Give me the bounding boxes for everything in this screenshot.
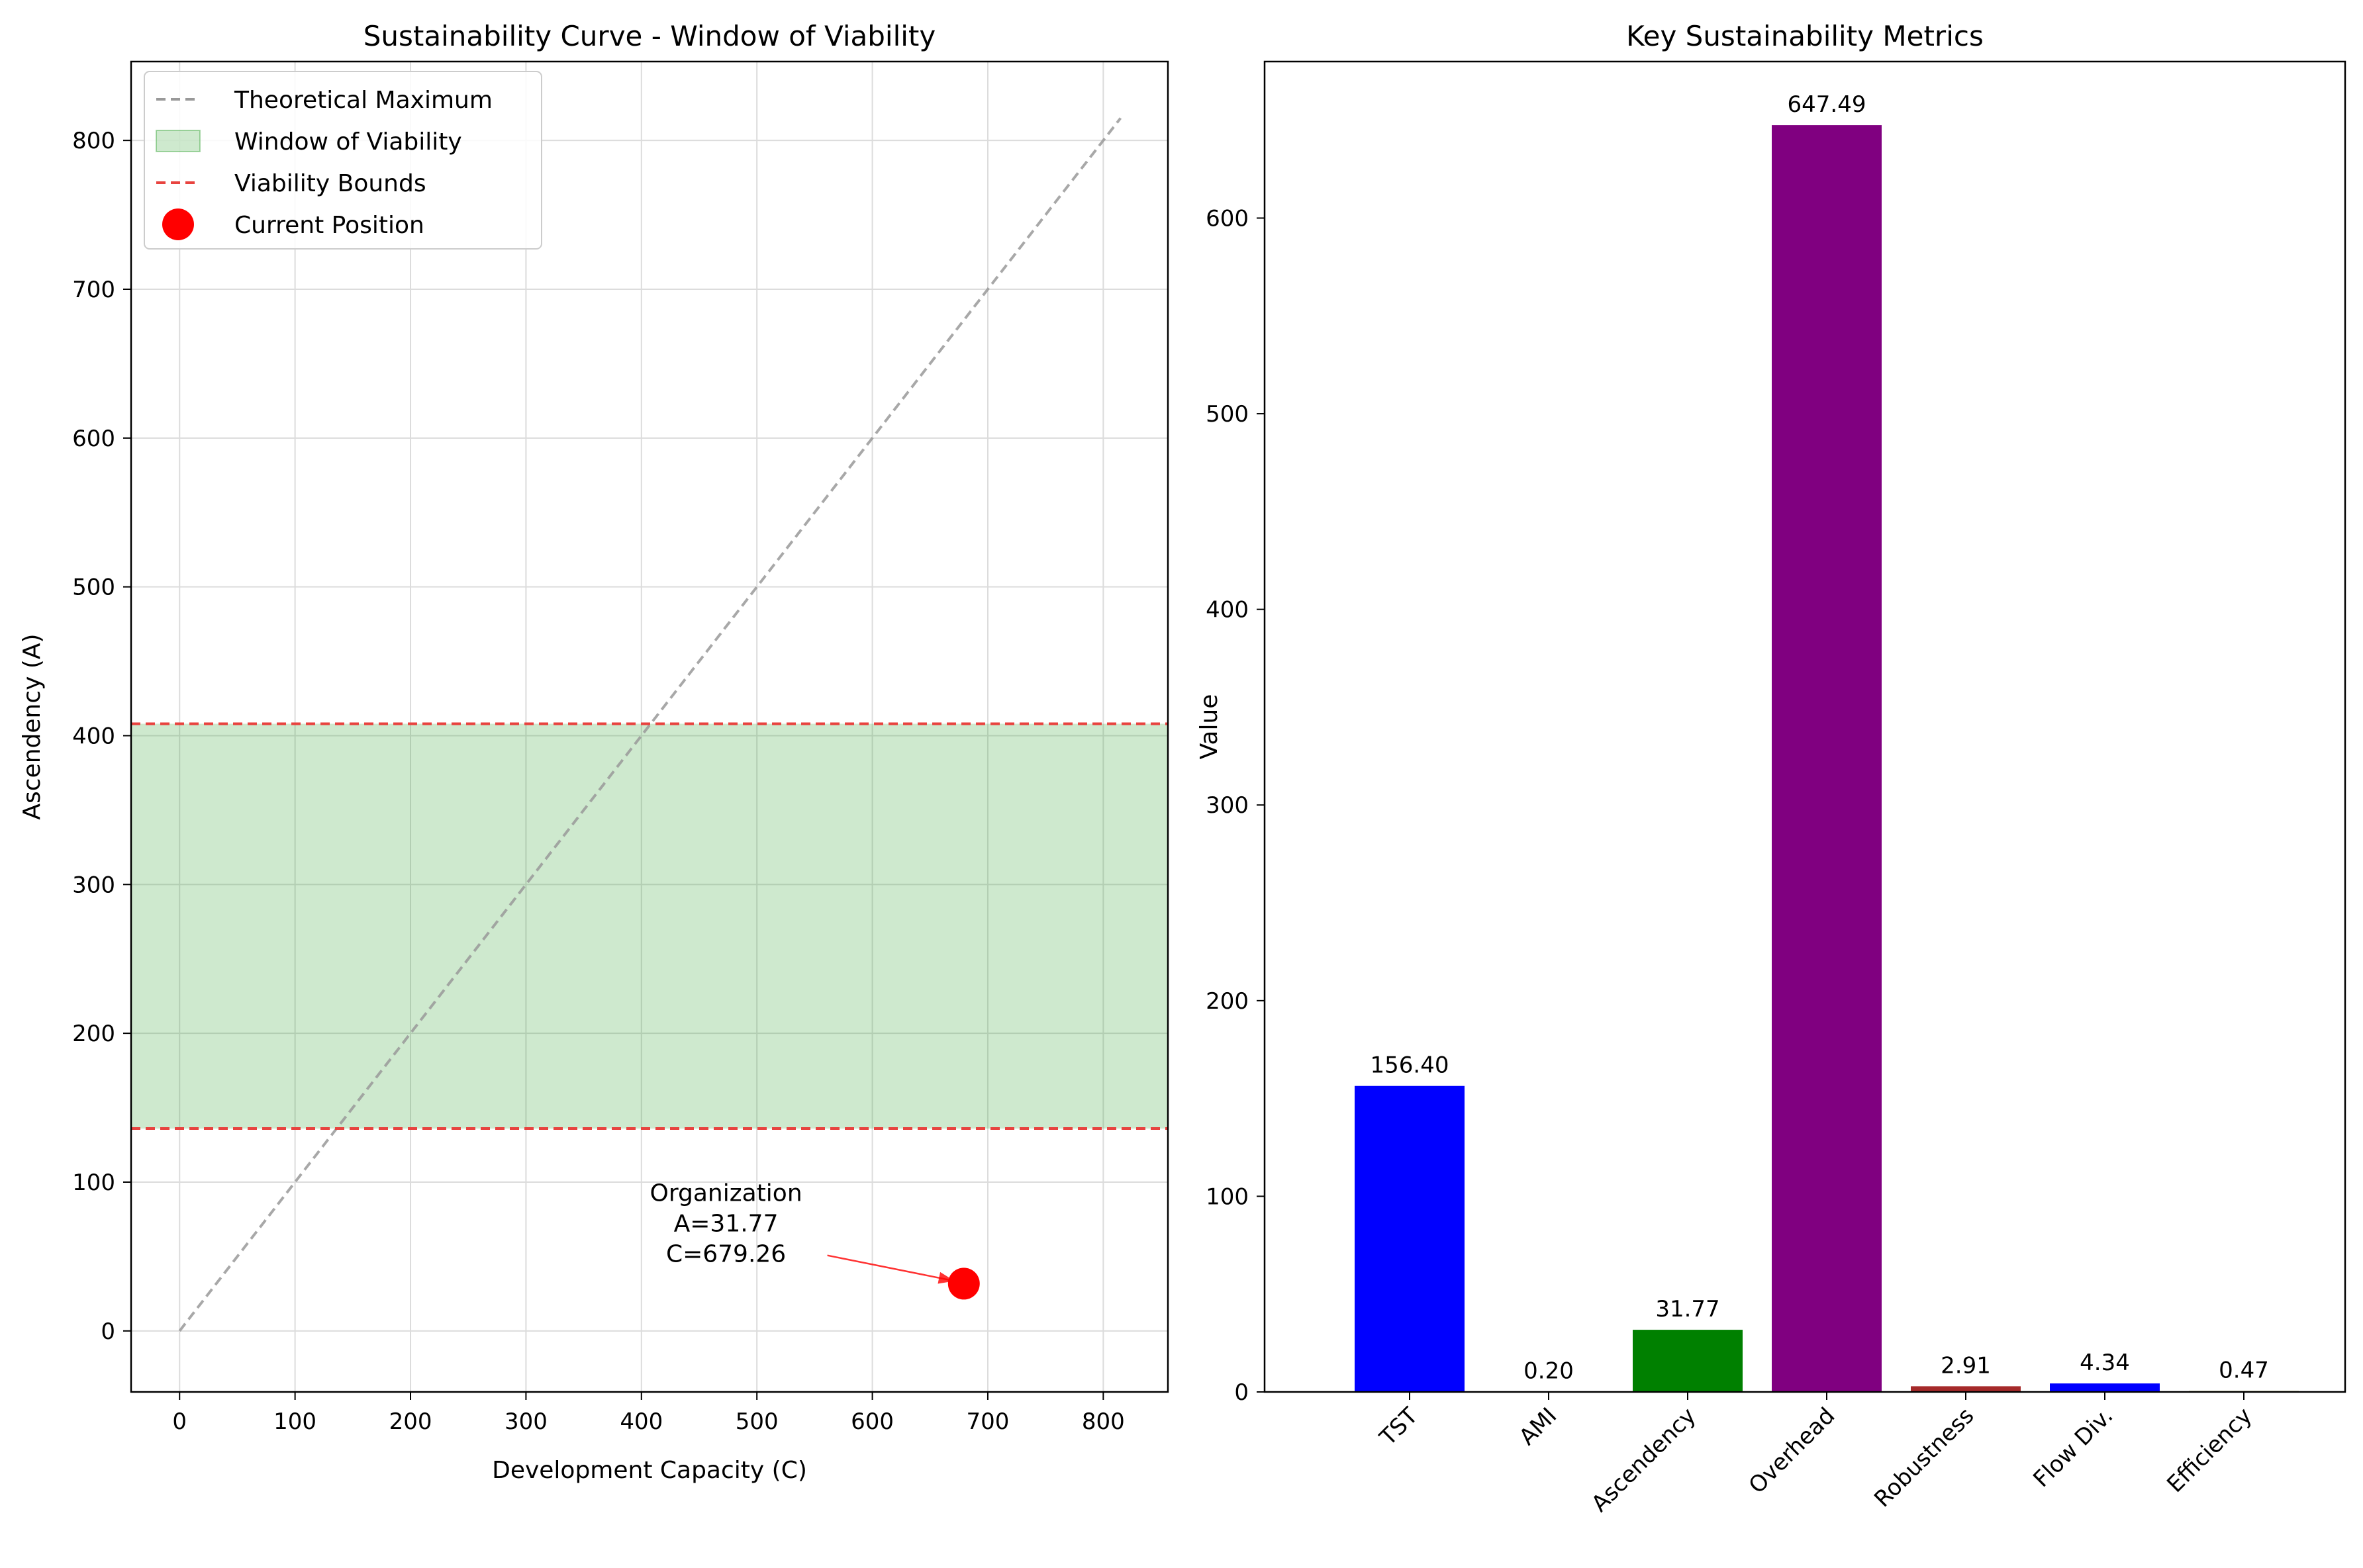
bar-value-label: 2.91	[1941, 1352, 1991, 1379]
left-x-axis-label: Development Capacity (C)	[492, 1457, 807, 1484]
left-grid	[131, 62, 1168, 1392]
left-y-axis-label: Ascendency (A)	[19, 633, 46, 819]
left-y-tick-label: 300	[72, 872, 115, 898]
left-legend: Theoretical Maximum Window of Viability Vi…	[144, 71, 542, 250]
left-y-ticks: 0 100 200 300 400 500 600 700 800	[72, 128, 131, 1345]
annotation-arrow-line	[827, 1254, 955, 1282]
left-x-tick-label: 500	[736, 1408, 779, 1435]
right-bars: 156.40 0.20 31.77 647.49 2.91 4.34 0.47	[1355, 91, 2299, 1393]
annotation-line: C=679.26	[666, 1241, 786, 1268]
right-y-tick-label: 100	[1206, 1183, 1249, 1210]
left-x-tick-label: 200	[389, 1408, 432, 1435]
bar	[1911, 1386, 2021, 1392]
left-chart-title: Sustainability Curve - Window of Viabili…	[363, 20, 936, 52]
bar	[2050, 1383, 2160, 1392]
left-y-tick-label: 100	[72, 1170, 115, 1196]
annotation-line: A=31.77	[674, 1211, 779, 1238]
left-x-ticks: 0 100 200 300 400 500 600 700 800	[172, 1392, 1125, 1435]
current-position-point	[947, 1268, 980, 1300]
left-x-tick-label: 0	[172, 1408, 187, 1435]
legend-swatch-window-of-viability	[156, 130, 201, 152]
bar-value-label: 647.49	[1788, 91, 1866, 118]
annotation-line: Organization	[650, 1180, 802, 1207]
right-y-tick-label: 400	[1206, 597, 1249, 623]
legend-label: Window of Viability	[234, 128, 462, 156]
current-position-annotation: Organization A=31.77 C=679.26	[650, 1180, 955, 1284]
legend-label: Viability Bounds	[234, 170, 426, 197]
left-x-tick-label: 300	[505, 1408, 548, 1435]
right-y-axis-label: Value	[1196, 694, 1223, 760]
window-of-viability-band	[131, 723, 1168, 1129]
bar-value-label: 0.20	[1523, 1358, 1574, 1384]
left-x-tick-label: 400	[620, 1408, 663, 1435]
bar-value-label: 156.40	[1371, 1052, 1449, 1079]
left-x-tick-label: 700	[967, 1408, 1010, 1435]
bar-value-label: 0.47	[2219, 1358, 2269, 1384]
left-axes-frame	[130, 60, 1169, 1393]
left-y-tick-label: 200	[72, 1021, 115, 1047]
right-x-tick-label: Flow Div.	[2028, 1403, 2118, 1493]
bar-value-label: 31.77	[1655, 1296, 1719, 1322]
bar	[1633, 1330, 1743, 1392]
right-x-tick-label: Ascendency	[1586, 1403, 1701, 1517]
legend-label: Current Position	[234, 212, 424, 239]
legend-swatch-current-position	[162, 208, 194, 240]
metrics-panel: Key Sustainability Metrics 156.40 0.20 31.…	[1196, 20, 2346, 1517]
right-x-tick-label: AMI	[1514, 1403, 1563, 1451]
left-x-tick-label: 100	[273, 1408, 316, 1435]
right-y-tick-label: 200	[1206, 988, 1249, 1015]
legend-box	[144, 71, 542, 250]
right-y-ticks: 0 100 200 300 400 500 600	[1206, 205, 1265, 1406]
bar	[1355, 1085, 1465, 1392]
bar	[1772, 125, 1882, 1393]
right-x-tick-label: Overhead	[1744, 1403, 1841, 1499]
annotation-arrow-head	[938, 1271, 955, 1284]
right-x-tick-label: TST	[1374, 1403, 1423, 1452]
left-y-tick-label: 700	[72, 277, 115, 303]
right-y-tick-label: 300	[1206, 792, 1249, 819]
left-y-tick-label: 500	[72, 575, 115, 601]
right-x-tick-label: Robustness	[1869, 1403, 1979, 1512]
right-x-tick-label: Efficiency	[2162, 1403, 2257, 1498]
right-y-tick-label: 500	[1206, 401, 1249, 428]
right-axes-frame	[1263, 60, 2346, 1393]
left-y-tick-label: 0	[101, 1318, 115, 1345]
bar-value-label: 4.34	[2080, 1350, 2130, 1376]
right-chart-title: Key Sustainability Metrics	[1626, 20, 1984, 52]
right-y-tick-label: 0	[1234, 1379, 1249, 1406]
legend-label: Theoretical Maximum	[234, 87, 493, 114]
left-y-tick-label: 800	[72, 128, 115, 154]
right-x-ticks: TST AMI Ascendency Overhead Robustness Flow D…	[1374, 1392, 2257, 1517]
left-x-tick-label: 800	[1082, 1408, 1125, 1435]
left-y-tick-label: 400	[72, 723, 115, 749]
sustainability-curve-panel: Sustainability Curve - Window of Viabili…	[19, 20, 1169, 1484]
left-x-tick-label: 600	[851, 1408, 894, 1435]
left-y-tick-label: 600	[72, 426, 115, 452]
right-y-tick-label: 600	[1206, 205, 1249, 232]
left-plot-area	[131, 117, 1168, 1332]
